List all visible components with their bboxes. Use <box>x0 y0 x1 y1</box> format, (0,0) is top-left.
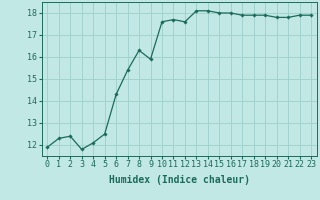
X-axis label: Humidex (Indice chaleur): Humidex (Indice chaleur) <box>109 175 250 185</box>
